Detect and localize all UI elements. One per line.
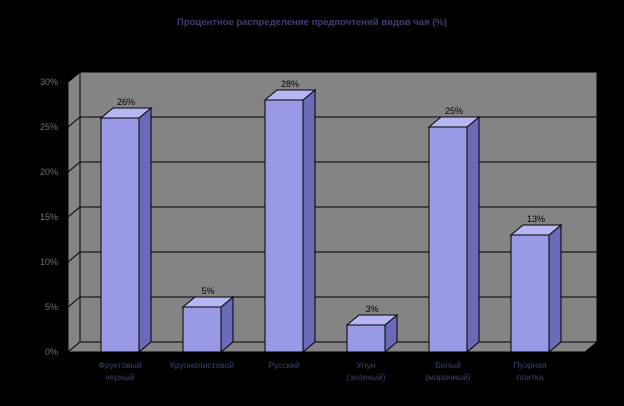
bar-data-label: 28% (281, 79, 299, 89)
bar-column: 26% (99, 97, 153, 354)
bar-top-face (99, 107, 153, 119)
x-axis-category-label: Фруктовый (98, 360, 141, 370)
bar-front-face (346, 324, 386, 353)
x-axis-category-label: (зеленый) (346, 372, 385, 382)
bar-side-face (548, 223, 562, 354)
x-axis-category-label: Белый (435, 360, 461, 370)
bar-column: 28% (263, 79, 317, 354)
x-axis-category-label: Русский (268, 360, 300, 370)
y-axis-tick-label: 15% (40, 212, 58, 222)
bar-front-face (510, 234, 550, 353)
labels: 0% 5% 10% 15% 20% 25% 30% Фруктовый черный Крупно… (40, 77, 547, 382)
bar-top-face (181, 296, 235, 308)
gridline-side (67, 251, 81, 263)
x-axis-category-label: плитка (517, 372, 544, 382)
gridline-side (67, 296, 81, 308)
bar-front-face (100, 117, 140, 353)
x-axis-category-label: (марочный) (425, 372, 471, 382)
bar-column: 5% (181, 286, 235, 354)
y-axis-tick-label: 5% (45, 302, 58, 312)
bar-side-face (466, 115, 480, 354)
bar-front-face (264, 99, 304, 353)
y-axis-tick-label: 25% (40, 122, 58, 132)
y-axis-tick-label: 10% (40, 257, 58, 267)
bar-top-face (427, 116, 481, 128)
bar-column: 13% (509, 214, 563, 354)
bar-side-face (138, 106, 152, 354)
bar-top-face (345, 314, 399, 326)
bar-column: 3% (345, 304, 399, 354)
bar-side-face (302, 88, 316, 354)
x-axis-category-label: черный (105, 372, 135, 382)
bar-data-label: 13% (527, 214, 545, 224)
bar-top-face (263, 89, 317, 101)
bar-column: 25% (427, 106, 481, 354)
gridline-side (67, 161, 81, 173)
bar-front-face (182, 306, 222, 353)
bar-data-label: 5% (201, 286, 214, 296)
bars: 26% 5% 28% 3% 25% 13% (99, 79, 563, 354)
x-axis-category-label: Пуэрная (513, 360, 547, 370)
x-axis-category-label: Крупнолистовой (170, 360, 234, 370)
y-axis-tick-label: 20% (40, 167, 58, 177)
gridline-side (67, 116, 81, 128)
bar-data-label: 25% (445, 106, 463, 116)
x-axis-category-label: Улун (357, 360, 376, 370)
bar-data-label: 26% (117, 97, 135, 107)
bar-front-face (428, 126, 468, 353)
bar-data-label: 3% (365, 304, 378, 314)
chart-title: Процентное распределение предпочтений ви… (177, 17, 447, 28)
gridline-side (67, 71, 81, 83)
y-axis-tick-label: 0% (45, 347, 58, 357)
gridline-side (67, 206, 81, 218)
bar-top-face (509, 224, 563, 236)
y-axis-tick-label: 30% (40, 77, 58, 87)
